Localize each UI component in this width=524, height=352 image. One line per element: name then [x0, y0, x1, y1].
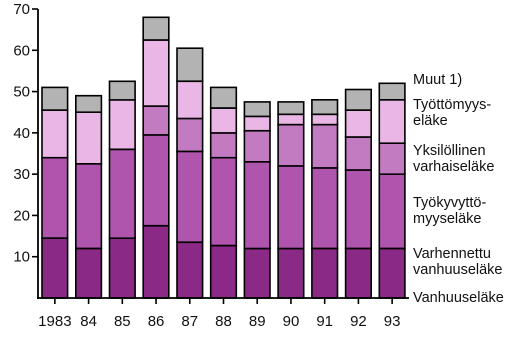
bar-segment-91-4 [311, 113, 339, 126]
y-tick-label: 10 [13, 249, 30, 266]
bar-segment-93-4 [378, 99, 406, 145]
bar-segment-89-2 [243, 161, 271, 250]
bar-segment-85-4 [108, 99, 136, 151]
x-tick-label: 89 [249, 313, 266, 330]
bar-segment-91-3 [311, 123, 339, 169]
y-tick-label: 30 [13, 166, 30, 183]
bar-segment-87-5 [176, 47, 204, 83]
bar-segment-85-2 [108, 148, 136, 239]
bar-segment-90-0 [277, 247, 305, 299]
bar-segment-86-2 [142, 134, 170, 227]
bar-segment-85-0 [108, 237, 136, 299]
bar-segment-89-4 [243, 115, 271, 132]
legend-label: Muut 1) [413, 72, 462, 88]
bar-segment-92-0 [344, 247, 373, 299]
bar-segment-92-4 [344, 109, 373, 138]
x-tick-label: 86 [148, 313, 165, 330]
bar-segment-90-3 [277, 123, 305, 167]
x-tick-label: 88 [215, 313, 232, 330]
bar-segment-92-2 [344, 169, 373, 250]
bar-segment-89-5 [243, 101, 271, 118]
bar-segment-92-3 [344, 136, 373, 171]
tick-labels-layer: 10 20 30 40 50 60 70 1983 84 85 86 87 88 89 90 91 92 93 [13, 1, 400, 330]
legend-label: Työkyvyttö-myyseläke [413, 195, 486, 227]
bar-segment-93-2 [378, 173, 406, 250]
bars-layer [41, 16, 406, 299]
bar-segment-93-3 [378, 142, 406, 175]
bar-segment-90-4 [277, 113, 305, 126]
bar-segment-89-0 [243, 247, 271, 299]
bar-segment-88-5 [209, 86, 238, 109]
bar-segment-1983-4 [41, 109, 69, 159]
y-tick-label: 50 [13, 84, 30, 101]
legend-layer: Muut 1) Työttömyys-eläke Yksilöllinen varha… [413, 72, 504, 306]
bar-segment-87-3 [176, 117, 204, 153]
y-tick-label: 70 [13, 1, 30, 18]
bar-segment-89-3 [243, 130, 271, 163]
y-tick-label: 20 [13, 207, 30, 224]
x-tick-label: 1983 [38, 313, 71, 330]
bar-segment-86-3 [142, 105, 170, 136]
bar-segment-93-0 [378, 247, 406, 299]
bar-segment-88-0 [209, 244, 238, 299]
bar-segment-87-4 [176, 80, 204, 120]
x-tick-label: 85 [114, 313, 131, 330]
bar-segment-93-5 [378, 82, 406, 101]
legend-label: Työttömyys-eläke [413, 97, 491, 129]
bar-segment-88-4 [209, 107, 238, 134]
axes-layer [32, 8, 409, 304]
bar-segment-87-0 [176, 241, 204, 299]
legend-label: Yksilöllinen varhaiseläke [413, 143, 494, 175]
bar-segment-90-2 [277, 165, 305, 250]
bar-segment-84-5 [75, 94, 103, 113]
x-tick-label: 90 [283, 313, 300, 330]
bar-segment-92-5 [344, 88, 373, 111]
bar-segment-90-5 [277, 101, 305, 116]
bar-segment-91-5 [311, 99, 339, 116]
legend-label: Vanhuuseläke [413, 290, 504, 306]
y-tick-label: 40 [13, 125, 30, 142]
x-tick-label: 92 [350, 313, 367, 330]
bar-segment-84-0 [75, 247, 103, 299]
bar-segment-86-0 [142, 225, 170, 299]
x-tick-label: 91 [316, 313, 333, 330]
x-tick-label: 93 [384, 313, 401, 330]
x-tick-label: 87 [181, 313, 198, 330]
y-tick-label: 60 [13, 42, 30, 59]
bar-segment-1983-2 [41, 156, 69, 239]
legend-label: Varhennettu vanhuuseläke [413, 246, 503, 278]
bar-segment-1983-5 [41, 86, 69, 111]
bar-segment-85-5 [108, 80, 136, 101]
bar-segment-84-2 [75, 163, 103, 250]
bar-segment-88-3 [209, 132, 238, 159]
bar-segment-91-2 [311, 167, 339, 250]
bar-segment-87-2 [176, 150, 204, 243]
x-tick-label: 84 [80, 313, 97, 330]
bar-segment-88-2 [209, 156, 238, 247]
bar-segment-91-0 [311, 247, 339, 299]
bar-segment-86-4 [142, 39, 170, 107]
bar-segment-1983-0 [41, 237, 69, 299]
bar-segment-84-4 [75, 111, 103, 165]
bar-segment-86-5 [142, 16, 170, 41]
